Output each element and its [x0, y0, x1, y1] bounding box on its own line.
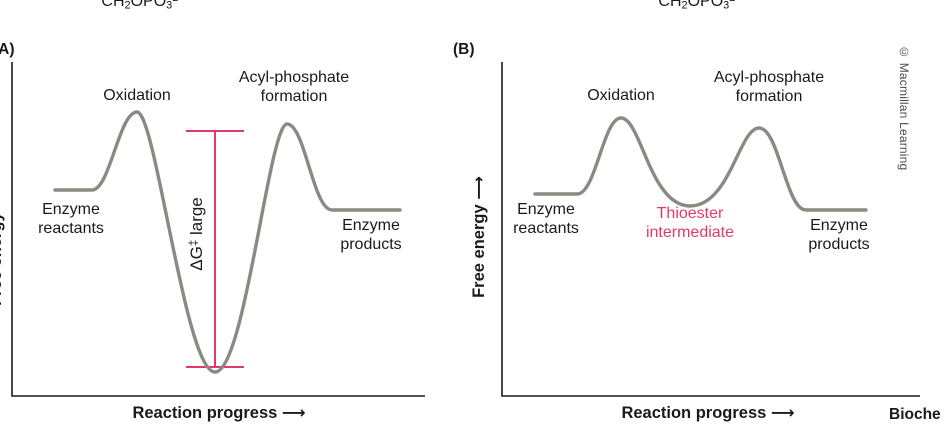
formula-subscript: 2: [124, 0, 131, 12]
panel-a-acyl-phosphate-label: Acyl-phosphate formation: [238, 69, 350, 106]
panel-b-axes: [501, 62, 920, 397]
delta-g-marker-caps: [186, 130, 244, 368]
panel-b-enzyme-products-label: Enzyme products: [808, 217, 870, 254]
formula-panel-b: CH2OPO32−: [658, 0, 741, 12]
delta-g-text: ΔG: [187, 246, 206, 271]
panel-b-x-axis-label: Reaction progress ⟶: [621, 404, 795, 422]
formula-text: OPO: [130, 0, 167, 10]
thioester-intermediate-label: Thioester intermediate: [645, 205, 735, 242]
panel-b-reaction-curve: [533, 116, 868, 212]
panel-a-reaction-curve: [53, 110, 402, 374]
formula-text: CH: [658, 0, 682, 10]
formula-text: OPO: [687, 0, 724, 10]
delta-g-text: large: [187, 197, 206, 240]
panel-a-oxidation-label: Oxidation: [103, 87, 171, 104]
formula-panel-a: CH2OPO32−: [101, 0, 184, 12]
panel-b-y-axis-label: Free energy ⟶: [470, 176, 488, 298]
panel-b-oxidation-label: Oxidation: [587, 87, 655, 104]
formula-subscript: 3: [723, 0, 730, 12]
delta-g-large-label: ΔG‡ large: [187, 197, 207, 271]
panel-a-letter: (A): [0, 41, 15, 58]
panel-a-enzyme-products-label: Enzyme products: [340, 217, 402, 254]
formula-superscript: 2−: [729, 0, 741, 4]
panel-a-axes: [11, 62, 425, 397]
formula-superscript: 2−: [172, 0, 184, 4]
panel-b-enzyme-reactants-label: Enzyme reactants: [513, 201, 579, 238]
bottom-right-caption: Bioche: [889, 406, 941, 423]
panel-a-enzyme-reactants-label: Enzyme reactants: [38, 201, 104, 238]
formula-subscript: 2: [681, 0, 688, 12]
double-dagger: ‡: [187, 239, 200, 247]
panel-b-letter: (B): [453, 41, 475, 58]
panel-a-x-axis-label: Reaction progress ⟶: [132, 404, 306, 422]
formula-text: CH: [101, 0, 125, 10]
formula-subscript: 3: [166, 0, 173, 12]
macmillan-credit: © Macmillan Learning: [897, 45, 911, 171]
panel-b-acyl-phosphate-label: Acyl-phosphate formation: [713, 69, 825, 106]
panel-a-y-axis-label: Free energy ⟶: [0, 184, 5, 306]
